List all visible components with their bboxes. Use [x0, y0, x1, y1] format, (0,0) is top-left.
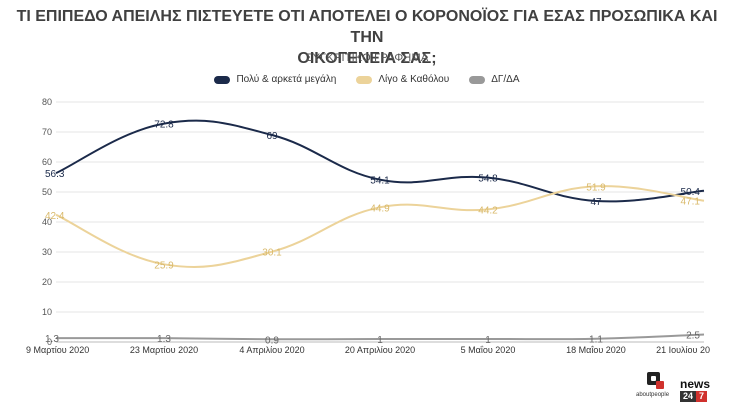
data-label-series-1: 50.4 — [681, 187, 701, 198]
y-tick-label-20: 20 — [42, 277, 52, 287]
aboutpeople-logo: aboutpeople — [636, 372, 676, 402]
chart-title-line1: ΤΙ ΕΠΙΠΕΔΟ ΑΠΕΙΛΗΣ ΠΙΣΤΕΥΕΤΕ ΟΤΙ ΑΠΟΤΕΛΕ… — [16, 8, 718, 46]
legend-label-series-3: ΔΓ/ΔΑ — [491, 74, 520, 85]
legend-swatch-series-3 — [469, 75, 486, 84]
aboutpeople-logo-text: aboutpeople — [636, 392, 670, 398]
data-label-series-3: 1 — [485, 335, 491, 346]
legend-swatch-series-2 — [356, 75, 373, 84]
data-label-series-2: 42.4 — [45, 211, 65, 222]
legend-label-series-1: Πολύ & αρκετά μεγάλη — [236, 74, 337, 85]
data-label-series-2: 51.9 — [586, 182, 606, 193]
x-tick-label: 5 Μαΐου 2020 — [461, 345, 516, 355]
data-label-series-2: 44.2 — [478, 205, 498, 216]
data-label-series-2: 44.9 — [370, 203, 390, 214]
chart-title-line2: ΟΙΚΟΓΕΝΕΙΑ ΣΑΣ; — [297, 50, 437, 67]
data-label-series-1: 56.3 — [45, 169, 65, 180]
data-label-series-2: 30.1 — [262, 248, 282, 259]
series-line-2 — [55, 185, 705, 269]
series-line-3 — [55, 333, 705, 341]
news247-logo: news 24 7 — [680, 378, 720, 404]
data-label-series-3: 2.5 — [686, 331, 700, 342]
y-tick-label-70: 70 — [42, 127, 52, 137]
data-label-series-2: 47.1 — [681, 197, 701, 208]
y-tick-label-30: 30 — [42, 247, 52, 257]
data-label-series-1: 47 — [590, 197, 602, 208]
legend-item-series-3: ΔΓ/ΔΑ — [469, 74, 520, 85]
x-tick-label: 9 Μαρτίου 2020 — [26, 345, 89, 355]
chart-title: ΤΙ ΕΠΙΠΕΔΟ ΑΠΕΙΛΗΣ ΠΙΣΤΕΥΕΤΕ ΟΤΙ ΑΠΟΤΕΛΕ… — [0, 6, 734, 69]
series-line-1 — [55, 119, 705, 203]
aboutpeople-accent-icon — [656, 381, 664, 389]
legend-item-series-1: Πολύ & αρκετά μεγάλη — [214, 74, 336, 85]
legend-label-series-2: Λίγο & Καθόλου — [378, 74, 450, 85]
y-tick-label-80: 80 — [42, 97, 52, 107]
news247-logo-text: news — [680, 377, 711, 391]
data-label-series-1: 69 — [266, 131, 278, 142]
y-tick-label-40: 40 — [42, 217, 52, 227]
data-label-series-1: 72.8 — [154, 120, 174, 131]
legend-swatch-series-1 — [214, 75, 231, 84]
chart-legend: Πολύ & αρκετά μεγάλη Λίγο & Καθόλου ΔΓ/Δ… — [0, 74, 734, 85]
x-tick-label: 4 Απριλίου 2020 — [239, 345, 304, 355]
data-label-series-2: 25.9 — [154, 260, 174, 271]
x-tick-label: 20 Απριλίου 2020 — [345, 345, 415, 355]
data-label-series-3: 1.3 — [157, 334, 171, 345]
data-label-series-1: 54.1 — [370, 176, 390, 187]
y-tick-label-50: 50 — [42, 187, 52, 197]
y-tick-label-0: 0 — [47, 337, 52, 347]
legend-item-series-2: Λίγο & Καθόλου — [356, 74, 449, 85]
data-label-series-3: 1 — [377, 335, 383, 346]
chart-subtitle: ΣΥΓΚΡΙΤΙΚΟ ΓΡΑΦΗΜΑ — [305, 52, 429, 64]
y-tick-label-60: 60 — [42, 157, 52, 167]
data-label-series-3: 0.9 — [265, 335, 279, 346]
x-tick-label: 18 Μαΐου 2020 — [566, 345, 626, 355]
y-tick-label-10: 10 — [42, 307, 52, 317]
news247-logo-24: 24 — [680, 391, 697, 402]
x-tick-label: 21 Ιουλίου 20 — [656, 345, 710, 355]
x-tick-label: 23 Μαρτίου 2020 — [130, 345, 198, 355]
data-label-series-3: 1.3 — [45, 334, 59, 345]
news247-logo-7: 7 — [696, 391, 708, 402]
data-label-series-3: 1.1 — [589, 335, 603, 346]
data-label-series-1: 54.8 — [478, 174, 498, 185]
